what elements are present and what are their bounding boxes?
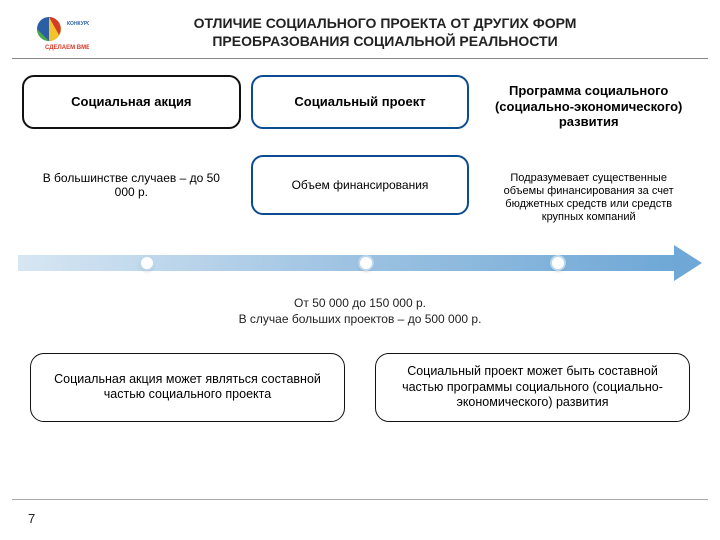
mid-box-right: Подразумевает существенные объемы финанс… bbox=[479, 164, 698, 233]
bottom-row: Социальная акция может являться составно… bbox=[0, 327, 720, 422]
col-left: Социальная акция В большинстве случаев –… bbox=[22, 75, 241, 233]
header: КОНКУРС СДЕЛАЕМ ВМЕСТЕ ОТЛИЧИЕ СОЦИАЛЬНО… bbox=[12, 0, 708, 59]
bottom-box-right: Социальный проект может быть составной ч… bbox=[375, 353, 690, 422]
bottom-box-left: Социальная акция может являться составно… bbox=[30, 353, 345, 422]
title-line1: ОТЛИЧИЕ СОЦИАЛЬНОГО ПРОЕКТА ОТ ДРУГИХ ФО… bbox=[194, 15, 577, 31]
svg-text:КОНКУРС: КОНКУРС bbox=[67, 21, 89, 27]
logo: КОНКУРС СДЕЛАЕМ ВМЕСТЕ bbox=[32, 12, 92, 52]
svg-text:СДЕЛАЕМ ВМЕСТЕ: СДЕЛАЕМ ВМЕСТЕ bbox=[45, 45, 89, 51]
page-title: ОТЛИЧИЕ СОЦИАЛЬНОГО ПРОЕКТА ОТ ДРУГИХ ФО… bbox=[92, 14, 678, 50]
col-right: Программа социального (социально-экономи… bbox=[479, 75, 698, 233]
header-box-center: Социальный проект bbox=[251, 75, 470, 129]
timeline-arrow bbox=[18, 245, 702, 281]
arrow-dot-3 bbox=[552, 257, 564, 269]
title-line2: ПРЕОБРАЗОВАНИЯ СОЦИАЛЬНОЙ РЕАЛЬНОСТИ bbox=[212, 33, 557, 49]
columns-row: Социальная акция В большинстве случаев –… bbox=[0, 59, 720, 233]
arrow-body bbox=[18, 255, 674, 271]
arrow-dot-2 bbox=[360, 257, 372, 269]
footer-divider bbox=[12, 499, 708, 500]
subtext-line2: В случае больших проектов – до 500 000 р… bbox=[239, 312, 482, 326]
mid-box-left: В большинстве случаев – до 50 000 р. bbox=[22, 155, 241, 215]
header-box-left: Социальная акция bbox=[22, 75, 241, 129]
col-center: Социальный проект Объем финансирования bbox=[251, 75, 470, 233]
arrow-dot-1 bbox=[141, 257, 153, 269]
mid-box-center: Объем финансирования bbox=[251, 155, 470, 215]
sub-caption: От 50 000 до 150 000 р. В случае больших… bbox=[0, 295, 720, 327]
page-number: 7 bbox=[28, 511, 35, 526]
subtext-line1: От 50 000 до 150 000 р. bbox=[294, 296, 426, 310]
arrow-head-icon bbox=[674, 245, 702, 281]
header-box-right: Программа социального (социально-экономи… bbox=[479, 75, 698, 138]
